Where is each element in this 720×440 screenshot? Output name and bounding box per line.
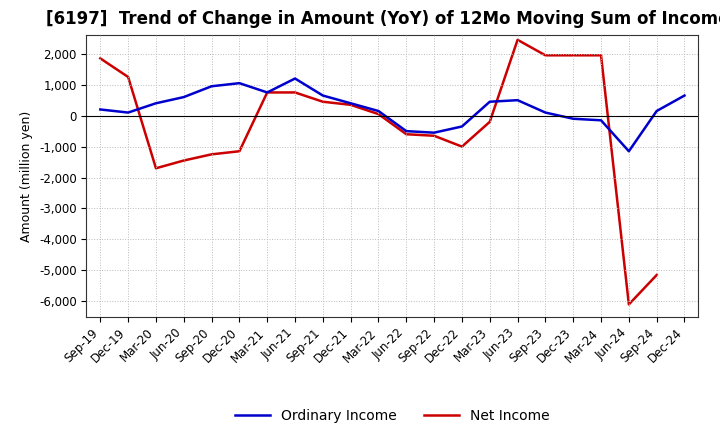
Net Income: [179, 158, 188, 163]
Ordinary Income: [541, 110, 550, 115]
Net Income: [430, 133, 438, 139]
Ordinary Income: [569, 116, 577, 121]
Net Income: [346, 102, 355, 107]
Ordinary Income: [485, 99, 494, 104]
Net Income: [458, 144, 467, 149]
Ordinary Income: [291, 76, 300, 81]
Title: [6197]  Trend of Change in Amount (YoY) of 12Mo Moving Sum of Incomes: [6197] Trend of Change in Amount (YoY) o…: [45, 10, 720, 28]
Net Income: [96, 56, 104, 61]
Net Income: [569, 53, 577, 58]
Net Income: [541, 53, 550, 58]
Net Income: [318, 99, 327, 104]
Ordinary Income: [124, 110, 132, 115]
Ordinary Income: [179, 95, 188, 100]
Ordinary Income: [96, 107, 104, 112]
Ordinary Income: [597, 117, 606, 123]
Net Income: [597, 53, 606, 58]
Net Income: [624, 302, 633, 307]
Net Income: [263, 90, 271, 95]
Legend: Ordinary Income, Net Income: Ordinary Income, Net Income: [230, 403, 555, 428]
Ordinary Income: [346, 101, 355, 106]
Ordinary Income: [402, 128, 410, 134]
Y-axis label: Amount (million yen): Amount (million yen): [20, 110, 33, 242]
Ordinary Income: [513, 98, 522, 103]
Ordinary Income: [458, 124, 467, 129]
Ordinary Income: [207, 84, 216, 89]
Net Income: [402, 132, 410, 137]
Net Income: [207, 152, 216, 157]
Ordinary Income: [652, 108, 661, 114]
Line: Ordinary Income: Ordinary Income: [100, 78, 685, 151]
Ordinary Income: [152, 101, 161, 106]
Net Income: [513, 37, 522, 43]
Ordinary Income: [263, 90, 271, 95]
Ordinary Income: [624, 149, 633, 154]
Net Income: [124, 74, 132, 80]
Net Income: [291, 90, 300, 95]
Ordinary Income: [374, 108, 383, 114]
Line: Net Income: Net Income: [100, 40, 657, 304]
Ordinary Income: [430, 130, 438, 136]
Ordinary Income: [235, 81, 243, 86]
Ordinary Income: [680, 93, 689, 98]
Net Income: [652, 272, 661, 278]
Net Income: [374, 111, 383, 117]
Ordinary Income: [318, 93, 327, 98]
Net Income: [485, 119, 494, 125]
Net Income: [152, 165, 161, 171]
Net Income: [235, 149, 243, 154]
